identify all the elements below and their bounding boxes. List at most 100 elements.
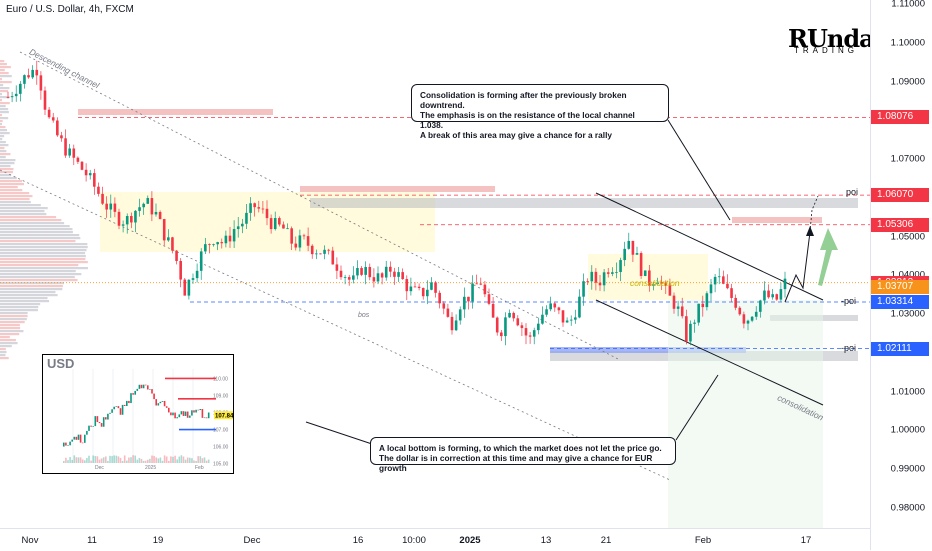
inset-volume-bar	[186, 457, 189, 463]
inset-candle	[195, 409, 197, 413]
inset-candle	[207, 412, 210, 419]
inset-volume-bar	[201, 458, 204, 463]
inset-candle	[163, 400, 166, 407]
volume-profile-bar	[0, 354, 6, 357]
volume-profile-bar	[0, 186, 18, 189]
inset-volume-bar	[117, 456, 120, 463]
volume-profile-bar	[0, 201, 31, 204]
volume-profile-bar	[0, 312, 28, 315]
inset-volume-bar	[121, 460, 124, 463]
x-tick-label: Feb	[694, 535, 712, 546]
volume-profile-bar	[0, 102, 10, 105]
candle-body	[590, 271, 594, 282]
inset-volume-bar	[136, 459, 139, 463]
poi-label-2: -poi	[841, 296, 857, 306]
inset-volume-bar	[199, 456, 202, 463]
volume-profile-bar	[0, 243, 88, 246]
inset-candle	[121, 404, 124, 415]
inset-candle	[75, 436, 78, 440]
inset-candle	[132, 393, 134, 395]
candle-body	[487, 294, 491, 304]
candle-body	[253, 203, 256, 208]
bos-label: bos	[358, 312, 370, 319]
inset-x-tick: 2025	[145, 465, 156, 471]
candle-body	[220, 242, 224, 244]
time-axis[interactable]: Nov 11 19 Dec 16 10:00 2025 13 21 Feb 17	[0, 528, 870, 551]
inset-candle	[193, 410, 195, 413]
candle-body	[228, 235, 232, 242]
candle-body	[331, 250, 335, 265]
volume-profile-bar	[0, 156, 6, 159]
candle-body	[463, 296, 466, 310]
candle-body	[76, 157, 80, 162]
volume-profile-bar	[0, 270, 76, 273]
volume-profile-bar	[0, 132, 10, 135]
x-tick-label: 11	[87, 535, 97, 546]
candle-body	[249, 203, 252, 213]
volume-profile-bar	[0, 204, 41, 207]
inset-volume-bar	[176, 459, 178, 463]
volume-profile-bar	[0, 267, 88, 270]
logo-sub-text: TRADING	[794, 46, 858, 55]
candle-body	[500, 332, 503, 337]
candle-body	[376, 273, 380, 282]
candle-body	[623, 248, 626, 261]
inset-volume-bar	[189, 457, 191, 463]
volume-profile-bar	[0, 276, 75, 279]
candle-body	[697, 303, 700, 323]
inset-candle	[113, 406, 115, 410]
chart-title: Euro / U.S. Dollar, 4h, FXCM	[6, 4, 134, 15]
volume-profile-bar	[0, 96, 10, 99]
volume-profile-bar	[0, 336, 10, 339]
price-axis[interactable]: 1.110001.100001.090001.080001.070001.060…	[870, 0, 932, 550]
volume-profile-bar	[0, 306, 39, 309]
inset-candle	[65, 442, 67, 446]
volume-profile-bar	[0, 282, 65, 285]
inset-volume-bar	[184, 459, 187, 463]
candle-body	[212, 244, 215, 246]
candle-body	[31, 69, 34, 78]
x-tick-label: 17	[800, 535, 812, 546]
zone-red-1	[78, 109, 273, 115]
price-tag: 1.05306	[871, 217, 929, 232]
candle-body	[208, 244, 211, 245]
candle-body	[372, 277, 376, 282]
callout-bottom-pointer-1	[305, 421, 376, 446]
candle-body	[175, 250, 178, 261]
volume-profile-bar	[0, 315, 28, 318]
inset-candle	[142, 384, 145, 389]
volume-profile-bar	[0, 249, 87, 252]
inset-price-tag: 107.84	[215, 414, 233, 420]
inset-candle	[134, 390, 136, 395]
volume-profile-bar	[0, 234, 80, 237]
candle-body	[648, 270, 651, 286]
y-tick-label: 1.03000	[890, 308, 925, 320]
candle-body	[360, 268, 363, 275]
candle-body	[294, 243, 298, 248]
candle-body	[265, 208, 269, 219]
price-tag: 1.03707	[871, 279, 929, 294]
volume-profile-bar	[0, 216, 57, 219]
volume-profile-bar	[0, 327, 21, 330]
volume-profile-bar	[0, 348, 6, 351]
zone-green-fade	[668, 300, 823, 530]
candle-body	[426, 289, 429, 297]
candle-body	[19, 83, 22, 94]
inset-candle	[144, 384, 147, 386]
inset-candle	[155, 399, 157, 406]
volume-profile-bar	[0, 90, 8, 93]
candle-body	[6, 97, 10, 98]
inset-candle	[205, 417, 208, 419]
inset-volume-bar	[81, 459, 84, 463]
volume-profile-bar	[0, 174, 12, 177]
candle-body	[434, 282, 437, 293]
candle-body	[56, 120, 59, 136]
candle-body	[783, 278, 787, 290]
callout-top-line-1: Consolidation is forming after the previ…	[420, 90, 627, 110]
inset-y-tick: 109.00	[213, 393, 229, 399]
volume-profile-bar	[0, 66, 11, 69]
volume-profile-bar	[0, 210, 45, 213]
volume-profile-bar	[0, 357, 9, 360]
projection-dotted	[809, 195, 819, 233]
